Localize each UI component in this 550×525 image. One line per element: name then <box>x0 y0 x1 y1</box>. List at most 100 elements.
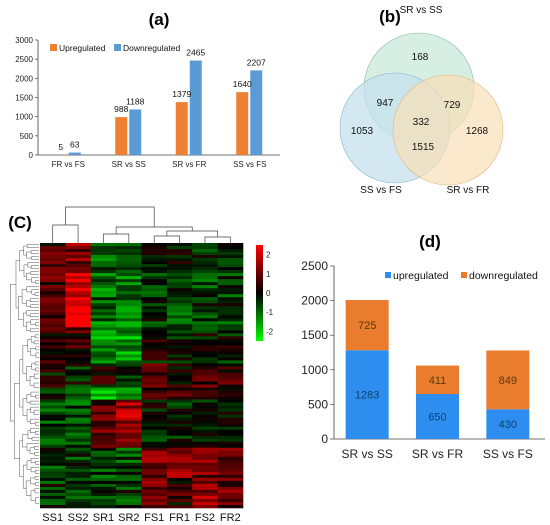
heatmap-cell <box>141 504 168 509</box>
heatmap-cell <box>90 318 117 322</box>
heatmap-cell <box>141 363 168 367</box>
heatmap-cell <box>192 315 218 319</box>
heatmap-cell <box>116 438 142 443</box>
heatmap-cell <box>90 309 117 313</box>
heatmap-cell <box>40 447 66 452</box>
heatmap-cell <box>116 423 142 427</box>
heatmap-cell <box>217 282 244 286</box>
heatmap-column-label: FS1 <box>144 512 164 524</box>
heatmap-cell <box>192 423 218 427</box>
heatmap-cell <box>90 294 117 298</box>
heatmap-cell <box>141 342 168 346</box>
heatmap-cell <box>116 429 142 434</box>
heatmap-cell <box>90 465 117 470</box>
heatmap-cell <box>192 396 218 400</box>
dendrogram-branch <box>23 245 28 256</box>
heatmap-cell <box>192 249 218 253</box>
heatmap-cell <box>192 489 218 494</box>
category-label: SR vs SS <box>112 160 146 169</box>
heatmap-cell <box>40 366 66 370</box>
heatmap-cell <box>65 288 92 292</box>
heatmap-cell <box>192 273 218 277</box>
heatmap-cell <box>116 399 142 403</box>
heatmap-cell <box>141 408 168 412</box>
heatmap-cell <box>217 267 244 271</box>
heatmap-cell <box>141 411 168 415</box>
dendrogram-branch <box>30 265 39 269</box>
heatmap-cell <box>141 249 168 253</box>
heatmap-cell <box>116 345 142 349</box>
heatmap-column-label: FR1 <box>169 512 190 524</box>
heatmap-cell <box>40 438 66 443</box>
heatmap-cell <box>166 303 193 307</box>
dendrogram-branch <box>65 206 155 227</box>
heatmap-cell <box>192 318 218 322</box>
heatmap-cell <box>141 405 168 409</box>
heatmap-cell <box>116 261 142 265</box>
heatmap-cell <box>90 249 117 253</box>
heatmap-cell <box>217 264 244 268</box>
heatmap-cell <box>90 354 117 358</box>
heatmap-cell <box>40 435 66 440</box>
heatmap-cell <box>90 321 117 325</box>
heatmap-cell <box>141 471 168 476</box>
heatmap-cell <box>65 369 92 373</box>
heatmap-cell <box>166 396 193 400</box>
heatmap-cell <box>141 333 168 337</box>
heatmap-cell <box>192 363 218 367</box>
heatmap-cell <box>141 372 168 376</box>
heatmap-cell <box>217 363 244 367</box>
heatmap-cell <box>141 366 168 370</box>
heatmap-cell <box>166 471 193 476</box>
heatmap-cell <box>217 357 244 361</box>
heatmap-cell <box>141 426 168 431</box>
heatmap-cell <box>65 504 92 509</box>
colorbar-tick-label: -2 <box>266 327 274 336</box>
heatmap-cell <box>40 264 66 268</box>
heatmap-cell <box>90 243 117 247</box>
heatmap-cell <box>90 477 117 482</box>
dendrogram-branch <box>26 460 32 470</box>
heatmap-column-label: SR2 <box>118 512 139 524</box>
heatmap-cell <box>90 423 117 427</box>
heatmap-cell <box>40 252 66 256</box>
heatmap-cell <box>40 312 66 316</box>
heatmap-cell <box>166 462 193 467</box>
heatmap-cell <box>166 336 193 340</box>
heatmap-cell <box>192 393 218 397</box>
heatmap-cell <box>217 372 244 376</box>
heatmap-cell <box>141 501 168 506</box>
heatmap-cell <box>65 453 92 458</box>
heatmap-cell <box>116 333 142 337</box>
heatmap-cell <box>217 318 244 322</box>
heatmap-cell <box>141 453 168 458</box>
heatmap-cell <box>217 258 244 262</box>
heatmap-cell <box>90 480 117 485</box>
legend-label-upregulated: Upregulated <box>59 43 106 53</box>
heatmap-cell <box>90 360 117 364</box>
heatmap-cell <box>166 411 193 415</box>
heatmap-cell <box>116 279 142 283</box>
heatmap-cell <box>166 474 193 479</box>
heatmap-cell <box>90 336 117 340</box>
heatmap-cell <box>65 333 92 337</box>
heatmap-cell <box>116 357 142 361</box>
heatmap-cell <box>65 420 92 424</box>
heatmap-cell <box>90 381 117 385</box>
heatmap-cell <box>217 366 244 370</box>
heatmap-cell <box>217 486 244 491</box>
heatmap-cell <box>40 318 66 322</box>
heatmap-cell <box>166 405 193 409</box>
dendrogram-branch <box>34 476 39 480</box>
heatmap-cell <box>40 381 66 385</box>
heatmap-cell <box>65 300 92 304</box>
heatmap-cell <box>192 501 218 506</box>
heatmap-cell <box>40 453 66 458</box>
heatmap-cell <box>90 429 117 434</box>
heatmap-cell <box>141 252 168 256</box>
heatmap-cell <box>217 459 244 464</box>
heatmap-cell <box>217 291 244 295</box>
heatmap-cell <box>192 312 218 316</box>
heatmap-cell <box>217 501 244 506</box>
heatmap-cell <box>192 408 218 412</box>
